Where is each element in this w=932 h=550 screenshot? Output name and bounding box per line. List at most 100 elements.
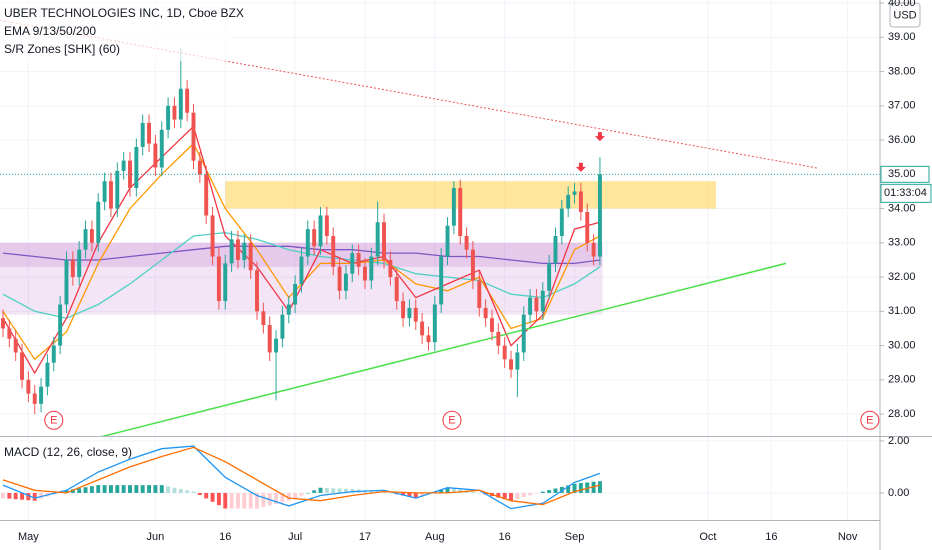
x-tick-label: May (18, 531, 39, 543)
candle-body (534, 297, 539, 312)
candle-body (585, 212, 590, 243)
histogram-bar (159, 485, 164, 493)
histogram-bar (115, 485, 120, 493)
histogram-bar (39, 492, 44, 499)
histogram-bar (242, 492, 247, 509)
macd-pane (0, 437, 880, 520)
histogram-bar (534, 492, 539, 494)
candle-body (413, 307, 418, 322)
candle-body (451, 188, 456, 226)
histogram-bar (153, 485, 158, 493)
candle-body (331, 235, 336, 267)
candle-body (13, 338, 18, 353)
candle-body (64, 259, 69, 305)
candle-body (178, 88, 183, 120)
currency-box[interactable] (889, 2, 921, 28)
histogram-bar (178, 489, 183, 493)
candle-body (20, 352, 25, 380)
candle-body (45, 362, 50, 387)
candle-body (77, 249, 82, 278)
candle-body (204, 174, 209, 216)
candle-body (477, 280, 482, 308)
indicator-line (2, 446, 601, 506)
histogram-bar (128, 485, 132, 493)
histogram-bar (147, 485, 152, 493)
y-tick-label: 30.00 (888, 339, 916, 351)
x-tick-label: Oct (699, 531, 716, 543)
candle-body (242, 242, 247, 260)
histogram-bar (343, 488, 348, 493)
candle-body (210, 215, 215, 257)
last-price-box (880, 165, 930, 183)
histogram-bar (210, 492, 215, 502)
earnings-label: E (866, 415, 873, 427)
histogram-bar (515, 492, 520, 499)
candle-body (83, 229, 88, 250)
candle-body (216, 256, 221, 302)
x-tick-label: 16 (219, 531, 231, 543)
candle-body (515, 352, 520, 370)
candle-body (483, 307, 488, 319)
earnings-marker (860, 410, 880, 430)
candle-body (102, 181, 107, 202)
y-tick-label: 28.00 (888, 408, 916, 420)
candle-body (496, 331, 501, 346)
sr-zone (225, 181, 717, 209)
histogram-bar (216, 492, 221, 506)
candle-body (439, 256, 444, 305)
candle-body (197, 160, 202, 175)
legend-bg (0, 3, 232, 61)
histogram-bar (597, 481, 602, 493)
histogram-bar (324, 487, 329, 493)
candle-body (147, 122, 152, 144)
earnings-marker (44, 410, 64, 430)
histogram-bar (235, 492, 240, 509)
histogram-bar (439, 489, 444, 493)
candle-body (388, 259, 393, 278)
histogram-bar (64, 490, 69, 493)
histogram-bar (20, 492, 25, 500)
candle-body (420, 321, 425, 336)
candle-body (432, 304, 437, 343)
candle-body (350, 253, 355, 274)
candle-body (509, 359, 513, 370)
histogram-bar (1, 492, 5, 499)
candle-body (343, 273, 348, 291)
candle-body (369, 256, 374, 281)
y-tick-label: 34.00 (888, 202, 916, 214)
histogram-bar (337, 488, 342, 493)
histogram-bar (382, 491, 386, 493)
y-tick-label: 32.00 (888, 271, 916, 283)
histogram-bar (521, 492, 526, 498)
histogram-bar (255, 492, 259, 509)
candle-body (553, 235, 558, 264)
candle-body (280, 314, 285, 339)
candle-body (153, 143, 158, 168)
countdown: 01:33:04 (884, 187, 927, 199)
histogram-bar (445, 487, 450, 493)
histogram-bar (70, 489, 75, 493)
histogram-bar (559, 486, 564, 493)
candle-body (32, 393, 37, 404)
candle-body (1, 318, 5, 329)
histogram-bar (318, 487, 323, 493)
histogram-bar (420, 492, 425, 497)
y-tick-label: 38.00 (888, 65, 916, 77)
indicator: S/R Zones [SHK] (60) (4, 42, 120, 56)
histogram-bar (140, 485, 145, 493)
histogram-bar (299, 492, 304, 496)
histogram-bar (121, 485, 126, 493)
y-tick-label: 36.00 (888, 134, 916, 146)
histogram-bar (172, 487, 177, 493)
candle-body (7, 328, 12, 339)
trend-line (101, 262, 787, 436)
histogram-bar (451, 488, 456, 493)
histogram-bar (7, 492, 12, 499)
histogram-bar (83, 487, 88, 493)
candle-body (58, 304, 63, 346)
candle-body (521, 314, 526, 353)
earnings-label: E (50, 415, 57, 427)
candle-body (578, 191, 583, 213)
candle-body (172, 105, 177, 120)
